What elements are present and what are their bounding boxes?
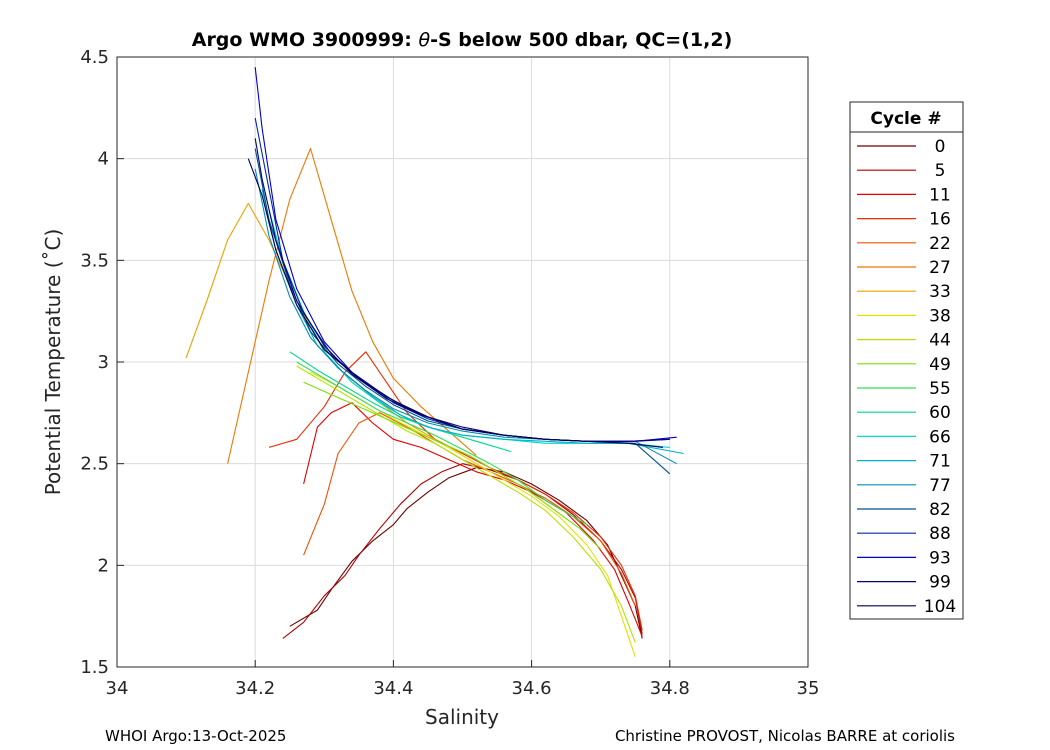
- series-line-cycle-16: [268, 351, 643, 631]
- legend-entries: 0 5 11 16 22 27 33 38 44 49 55 60 66 71 77 82 88 93 99 104: [857, 137, 956, 617]
- legend-label: 11: [929, 185, 951, 205]
- legend-label: 5: [935, 161, 946, 181]
- chart-title-prefix: Argo WMO 3900999:: [192, 29, 419, 51]
- legend-label: 27: [929, 258, 951, 278]
- grid-lines: [116, 56, 809, 668]
- y-tick-label: 1.5: [80, 657, 109, 678]
- legend-label: 55: [929, 379, 951, 399]
- y-tick-label: 2: [98, 555, 109, 576]
- series-line-cycle-71: [261, 189, 684, 455]
- x-ticks: 34 34.2 34.4 34.6 34.8 35: [106, 660, 820, 699]
- chart-title-suffix: -S below 500 dbar, QC=(1,2): [430, 29, 732, 51]
- chart-title: Argo WMO 3900999: θ-S below 500 dbar, QC…: [192, 29, 733, 51]
- legend-label: 82: [929, 500, 951, 520]
- legend-label: 44: [929, 331, 951, 351]
- legend-label: 104: [924, 597, 956, 617]
- footer-right: Christine PROVOST, Nicolas BARRE at cori…: [615, 727, 955, 745]
- y-axis-label: Potential Temperature (˚C): [41, 229, 65, 496]
- y-tick-label: 3: [98, 352, 109, 373]
- series-lines: [185, 67, 684, 657]
- legend-label: 60: [929, 403, 951, 423]
- legend-label: 99: [929, 573, 951, 593]
- legend-label: 88: [929, 524, 951, 544]
- y-tick-label: 4.5: [80, 47, 109, 68]
- y-tick-label: 2.5: [80, 454, 109, 475]
- x-tick-label: 34: [106, 678, 129, 699]
- x-tick-label: 34.2: [235, 678, 275, 699]
- legend-label: 22: [929, 234, 951, 254]
- series-line-cycle-44: [296, 365, 636, 643]
- legend-label: 38: [929, 306, 951, 326]
- x-tick-label: 35: [797, 678, 820, 699]
- series-line-cycle-55: [296, 361, 588, 526]
- legend-label: 77: [929, 476, 951, 496]
- series-line-cycle-11: [303, 402, 643, 637]
- y-tick-label: 4: [98, 149, 109, 170]
- chart-title-theta: θ: [418, 29, 430, 51]
- x-tick-label: 34.8: [650, 678, 690, 699]
- series-line-cycle-27: [227, 147, 477, 464]
- series-line-cycle-60: [289, 351, 512, 453]
- footer-left: WHOI Argo:13-Oct-2025: [105, 727, 286, 745]
- y-tick-label: 3.5: [80, 250, 109, 271]
- legend-label: 49: [929, 355, 951, 375]
- legend-label: 0: [935, 137, 946, 157]
- series-line-cycle-104: [247, 158, 663, 448]
- legend-title: Cycle #: [870, 109, 941, 129]
- x-tick-label: 34.6: [512, 678, 552, 699]
- legend-label: 71: [929, 452, 951, 472]
- x-tick-label: 34.4: [373, 678, 413, 699]
- legend-label: 93: [929, 548, 951, 568]
- legend-label: 33: [929, 282, 951, 302]
- x-axis-label: Salinity: [425, 705, 499, 729]
- legend-label: 16: [929, 210, 951, 230]
- legend: Cycle # 0 5 11 16 22 27 33 38 44 49 55 60 66 71 77 82 88…: [849, 101, 964, 620]
- y-ticks: 1.5 2 2.5 3 3.5 4 4.5: [80, 47, 124, 678]
- series-line-cycle-49: [303, 381, 602, 550]
- legend-label: 66: [929, 427, 951, 447]
